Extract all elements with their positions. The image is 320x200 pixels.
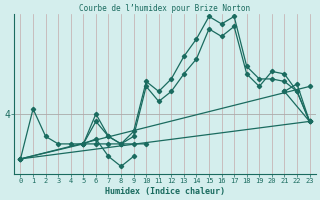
Title: Courbe de l’humidex pour Brize Norton: Courbe de l’humidex pour Brize Norton: [79, 4, 251, 13]
X-axis label: Humidex (Indice chaleur): Humidex (Indice chaleur): [105, 187, 225, 196]
